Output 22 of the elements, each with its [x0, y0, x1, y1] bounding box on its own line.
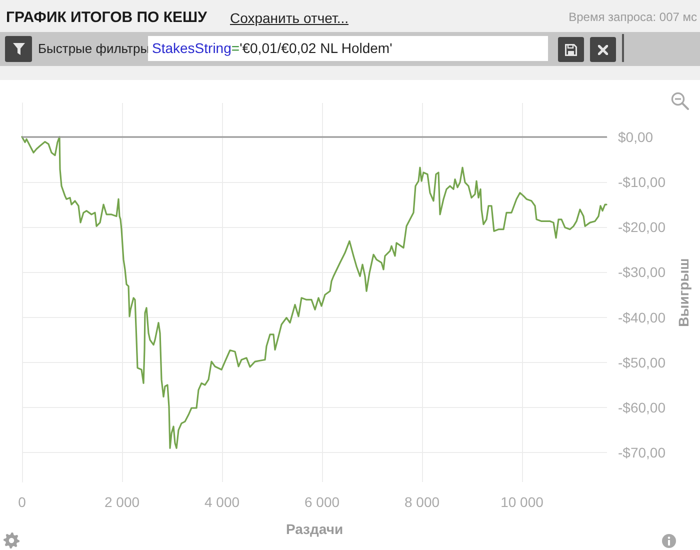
x-tick-label: 0	[18, 494, 26, 510]
x-tick-label: 10 000	[500, 494, 544, 510]
y-axis-title: Выигрыш	[675, 258, 692, 327]
text: Сохранить отчет...	[230, 9, 348, 27]
text: StakesString='€0,01/€0,02 NL Holdem'	[152, 40, 392, 56]
y-tick-label: -$20,00	[618, 219, 666, 236]
x-tick-label: 4 000	[204, 494, 240, 510]
y-tick-label: $0,00	[618, 128, 654, 145]
y-tick-label: -$40,00	[618, 309, 666, 326]
y-tick-label: -$10,00	[618, 174, 666, 190]
chart-title: ГРАФИК ИТОГОВ ПО КЕШУ	[6, 8, 207, 27]
x-axis-title: Раздачи	[286, 521, 344, 537]
text: Быстрые фильтры	[38, 41, 150, 57]
text: Время запроса: 007 мс	[568, 10, 697, 25]
x-tick-label: 2 000	[104, 494, 140, 510]
line-series	[21, 136, 608, 449]
y-tick-label: -$60,00	[618, 400, 666, 416]
x-tick-label: 6 000	[304, 494, 340, 510]
y-tick-label: -$50,00	[618, 354, 666, 370]
x-tick-label: 8 000	[404, 494, 440, 510]
y-tick-label: -$70,00	[618, 444, 666, 461]
y-tick-label: -$30,00	[618, 264, 666, 280]
